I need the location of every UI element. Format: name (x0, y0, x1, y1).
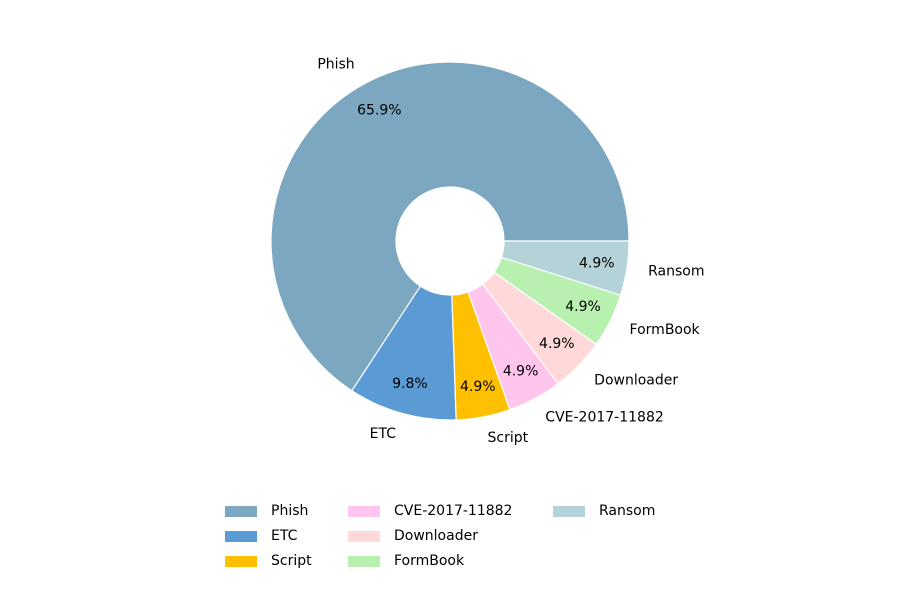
legend-label: ETC (271, 528, 298, 544)
value-label: 4.9% (579, 256, 615, 272)
wedge (270, 61, 630, 392)
legend-swatch (553, 506, 585, 517)
slice-label: CVE-2017-11882 (545, 409, 663, 425)
slice-label: Phish (317, 57, 354, 73)
legend-swatch (225, 531, 257, 542)
value-label: 4.9% (539, 336, 575, 352)
legend-swatch (348, 556, 380, 567)
wedge (500, 240, 630, 296)
slice-label: ETC (370, 426, 397, 442)
value-label: 4.9% (503, 364, 539, 380)
value-label: 65.9% (357, 102, 401, 118)
slice-label: Script (487, 430, 528, 446)
legend-swatch (348, 506, 380, 517)
legend-label: Ransom (599, 503, 655, 519)
legend-label: Downloader (394, 528, 478, 544)
slice-label: Downloader (594, 372, 678, 388)
legend-label: CVE-2017-11882 (394, 503, 512, 519)
legend-label: Phish (271, 503, 308, 519)
legend-swatch (225, 506, 257, 517)
legend-label: Script (271, 553, 312, 569)
value-label: 9.8% (392, 376, 428, 392)
legend-label: FormBook (394, 553, 465, 569)
slice-label: Ransom (648, 264, 704, 280)
value-label: 4.9% (565, 299, 601, 315)
legend-swatch (225, 556, 257, 567)
slice-label: FormBook (630, 322, 701, 338)
value-label: 4.9% (460, 379, 496, 395)
legend-swatch (348, 531, 380, 542)
